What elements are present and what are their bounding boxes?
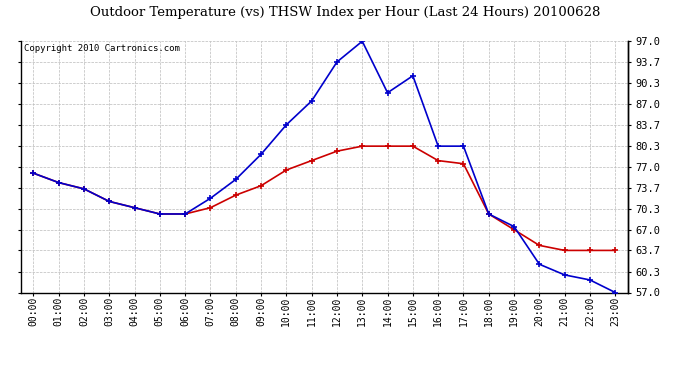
Text: Outdoor Temperature (vs) THSW Index per Hour (Last 24 Hours) 20100628: Outdoor Temperature (vs) THSW Index per … (90, 6, 600, 19)
Text: Copyright 2010 Cartronics.com: Copyright 2010 Cartronics.com (23, 44, 179, 53)
